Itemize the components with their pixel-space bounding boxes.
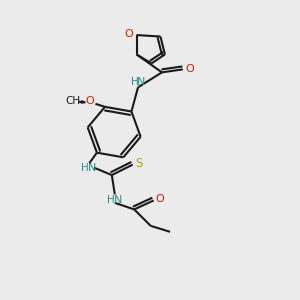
- Text: O: O: [185, 64, 194, 74]
- Text: CH₃: CH₃: [65, 96, 84, 106]
- Text: O: O: [86, 96, 94, 106]
- Text: S: S: [136, 157, 143, 169]
- Text: O: O: [125, 28, 134, 38]
- Text: H: H: [107, 195, 115, 205]
- Text: N: N: [114, 195, 122, 205]
- Text: H: H: [130, 77, 138, 87]
- Text: N: N: [88, 163, 96, 172]
- Text: O: O: [156, 194, 165, 204]
- Text: H: H: [81, 163, 89, 172]
- Text: N: N: [137, 77, 145, 87]
